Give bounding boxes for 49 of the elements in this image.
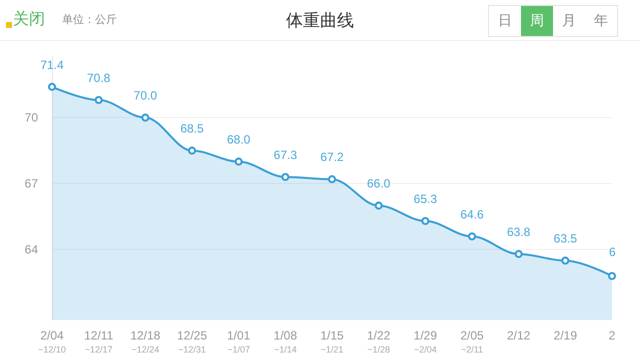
point <box>281 173 290 181</box>
x-tick-label: 2 <box>608 328 616 342</box>
x-tick-label: 1/22 ~1/28 <box>366 328 391 354</box>
text: 关闭 <box>12 9 45 30</box>
x-tick-label: 1/01 ~1/07 <box>226 328 251 354</box>
point <box>374 202 383 210</box>
text: 周 <box>521 6 553 36</box>
data-label: 67.3 <box>274 148 298 162</box>
data-label: 63.5 <box>554 232 578 246</box>
data-label: 67.2 <box>320 150 344 164</box>
chart-title: 体重曲线 <box>286 11 354 31</box>
point <box>421 217 430 225</box>
point <box>188 146 196 155</box>
x-tick-label: 1/08 ~1/14 <box>274 328 298 354</box>
x-tick-label: 2/19 <box>554 328 578 342</box>
text: 单位：公斤 <box>62 12 117 27</box>
y-tick-label: 64 <box>24 242 38 257</box>
x-tick-label: 12/11 ~12/17 <box>84 328 114 354</box>
text: 年 <box>593 12 609 31</box>
point <box>141 114 150 122</box>
point <box>468 232 476 240</box>
y-tick-label: 67 <box>24 176 38 191</box>
data-label: 64.6 <box>460 207 484 222</box>
data-label: 70.0 <box>134 88 158 103</box>
x-tick-label: 12/18 ~12/24 <box>130 328 161 354</box>
point <box>48 82 56 91</box>
data-label: 68.5 <box>180 122 204 136</box>
point <box>561 256 570 265</box>
data-label: 71.4 <box>40 58 64 72</box>
x-tick-label: 2/04 ~12/10 <box>38 328 66 354</box>
y-tick-label: 70 <box>24 110 38 125</box>
x-tick-label: 12/25 ~12/31 <box>176 328 208 354</box>
point <box>514 250 523 258</box>
data-label: 66.0 <box>366 176 391 191</box>
text: 月 <box>561 12 577 31</box>
x-tick-label: 1/29 ~2/04 <box>414 328 438 354</box>
data-label: 68.0 <box>226 132 251 147</box>
x-tick-label: 2/12 <box>506 328 531 342</box>
point <box>608 272 616 280</box>
x-tick-label: 1/15 ~1/21 <box>320 328 344 354</box>
point <box>328 175 336 184</box>
annotation: 6 <box>609 245 616 259</box>
data-label: 63.8 <box>506 225 531 239</box>
data-label: 70.8 <box>86 71 111 85</box>
point <box>234 158 243 166</box>
x-tick-label: 2/05 ~2/11 <box>460 328 484 354</box>
point <box>94 96 103 104</box>
text: 日 <box>497 12 513 31</box>
data-label: 65.3 <box>414 192 438 206</box>
